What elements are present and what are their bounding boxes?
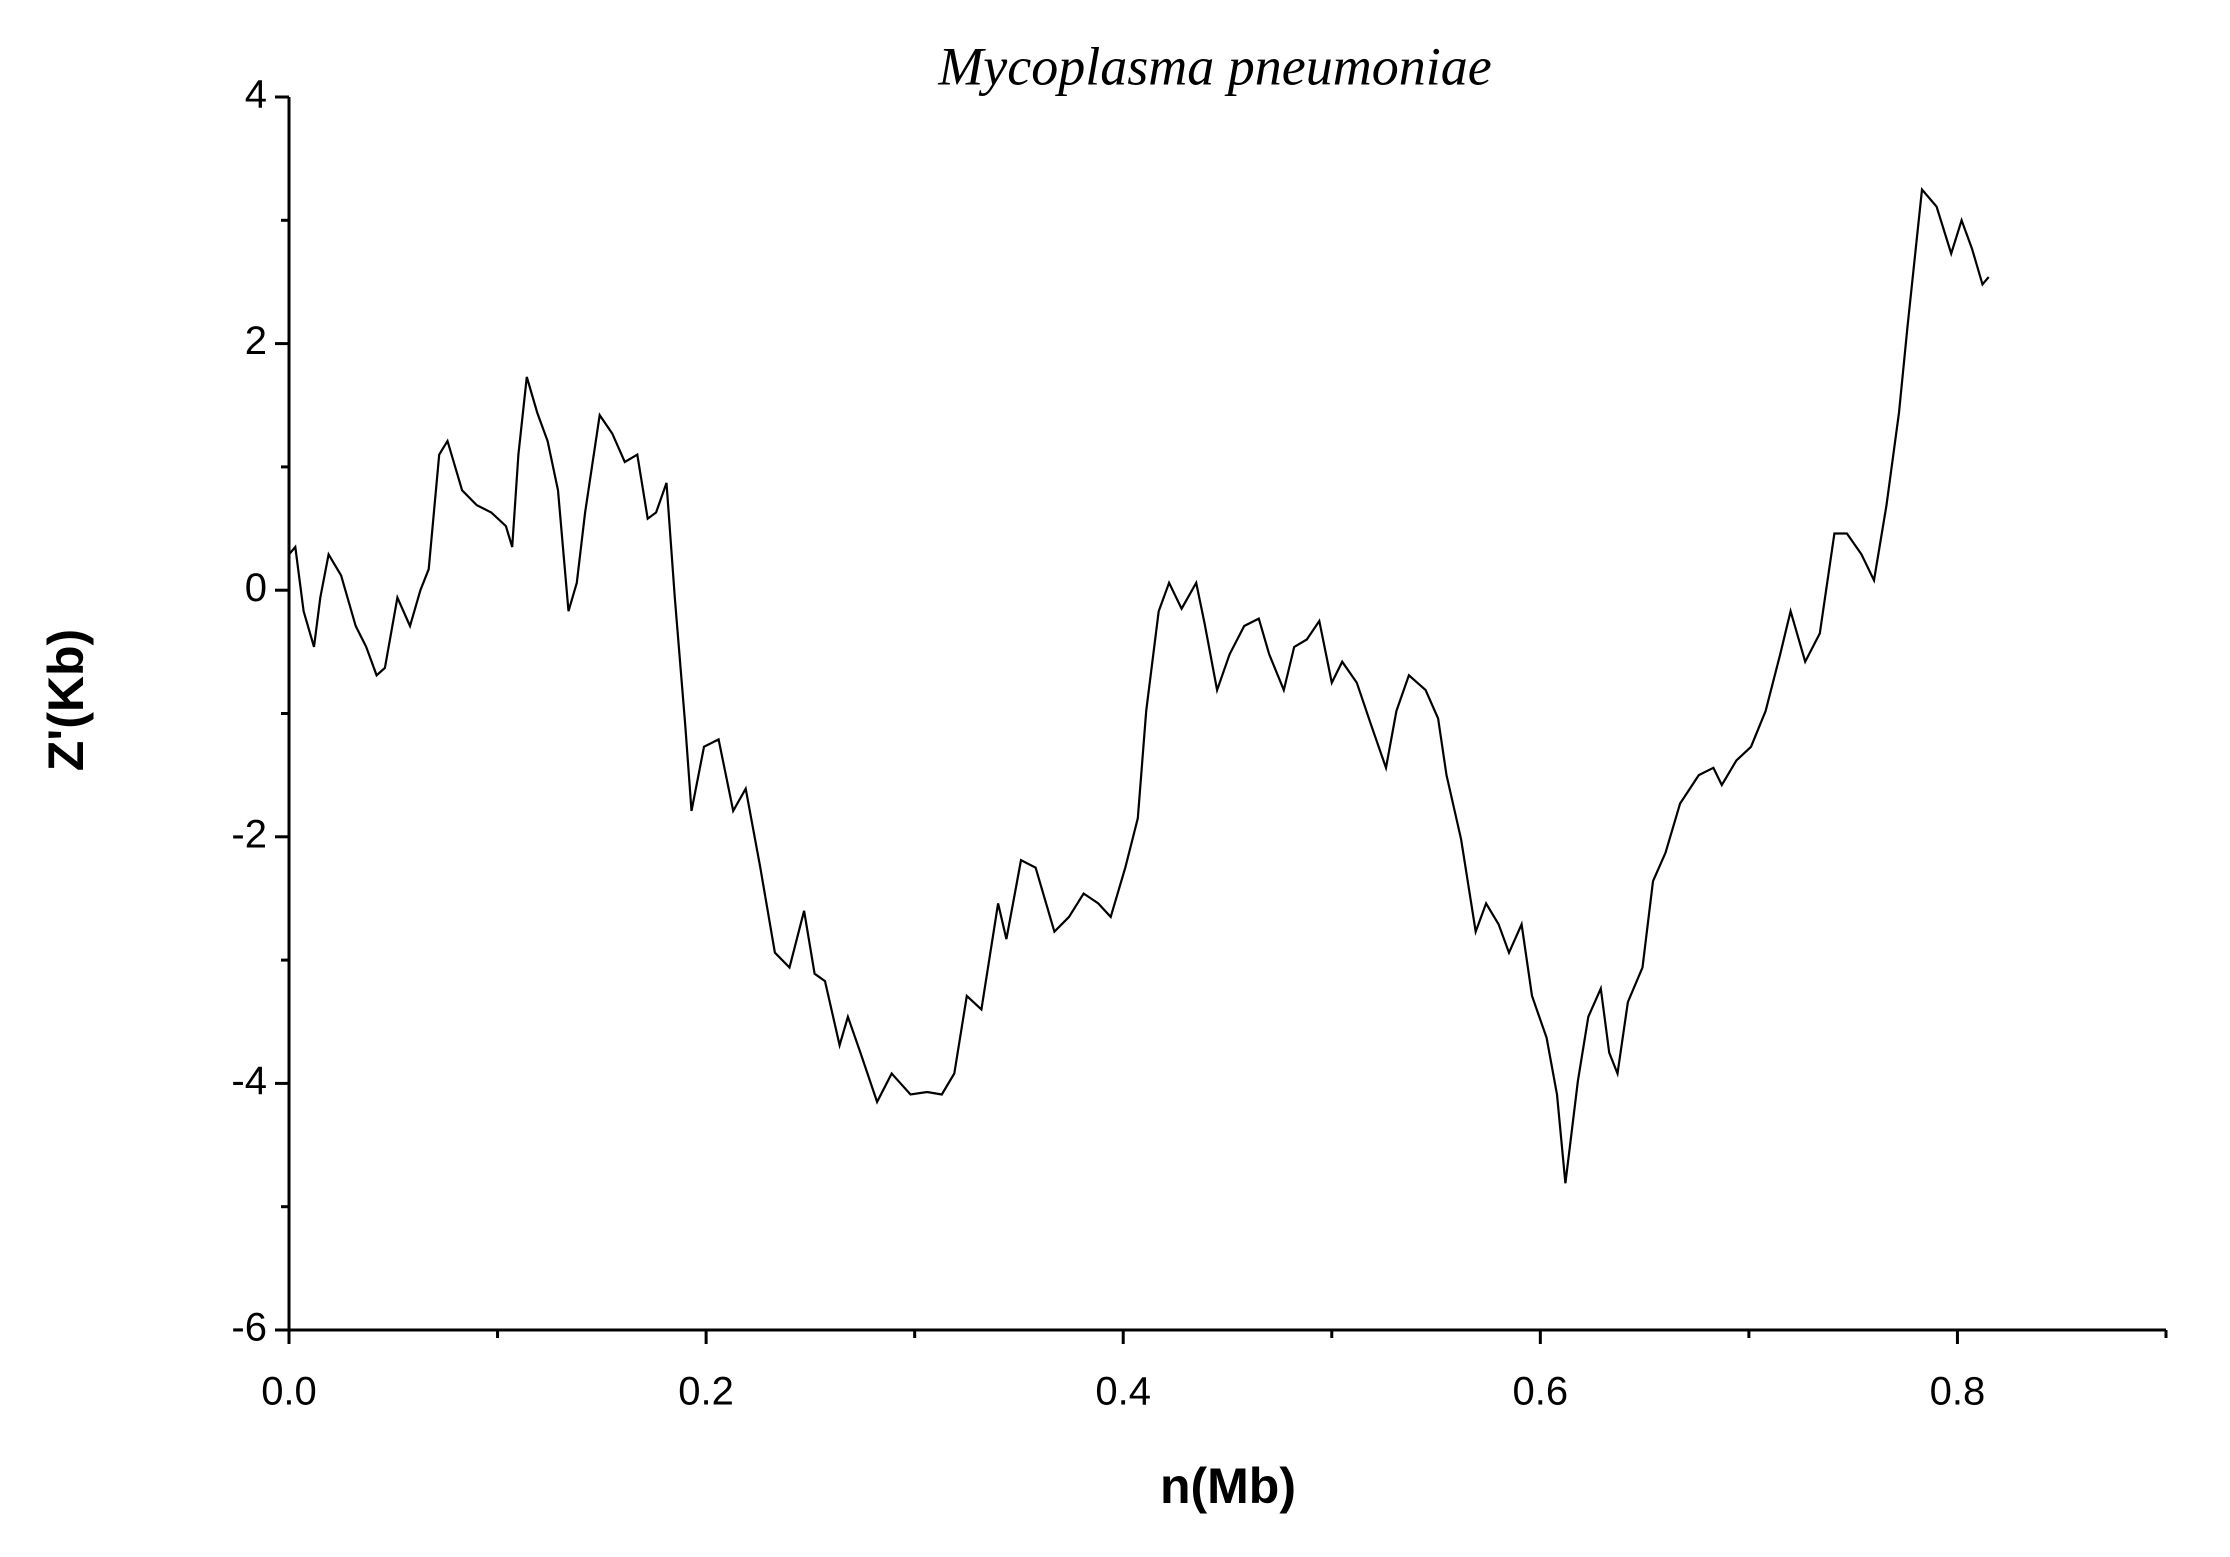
y-tick-label: 0 <box>245 566 267 610</box>
y-tick-label: -6 <box>231 1306 267 1350</box>
x-tick-label: 0.8 <box>1930 1370 1986 1414</box>
x-tick-label: 0.6 <box>1513 1370 1569 1414</box>
y-tick-label: 2 <box>245 319 267 363</box>
y-tick-label: -2 <box>231 812 267 856</box>
y-tick-label: -4 <box>231 1059 267 1103</box>
x-tick-label: 0.4 <box>1095 1370 1151 1414</box>
x-tick-label: 0.0 <box>261 1370 317 1414</box>
y-tick-label: 4 <box>245 73 267 117</box>
y-axis-label: Z'(Kb) <box>38 629 94 771</box>
chart-title: Mycoplasma pneumoniae <box>937 36 1491 96</box>
data-line <box>288 186 1990 1184</box>
x-tick-label: 0.2 <box>678 1370 734 1414</box>
x-axis-label: n(Mb) <box>1160 1458 1296 1514</box>
